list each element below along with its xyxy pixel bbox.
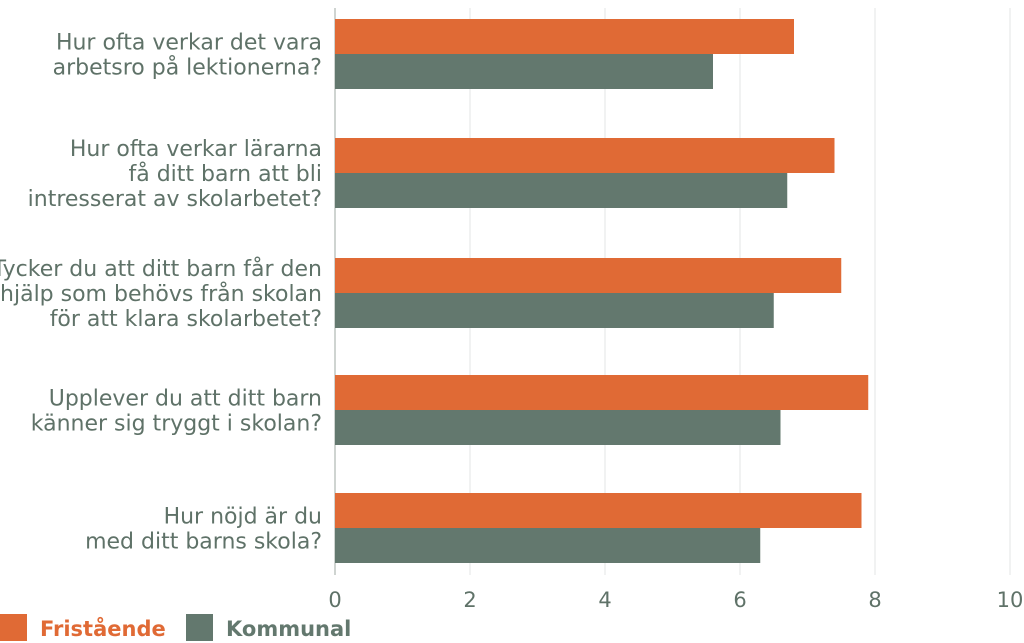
category-label-line: Hur nöjd är du [164, 505, 322, 530]
legend-label: Fristående [40, 616, 166, 641]
x-tick-label: 8 [868, 588, 881, 612]
legend-swatch [0, 614, 27, 641]
bar-group [335, 19, 794, 89]
category-label-line: känner sig tryggt i skolan? [31, 412, 322, 437]
x-tick-label: 2 [463, 588, 476, 612]
category-label-line: Tycker du att ditt barn får den [0, 256, 322, 282]
bar-fristaende [335, 258, 842, 293]
bar-fristaende [335, 138, 835, 173]
bars [335, 19, 869, 563]
bar-group [335, 258, 842, 328]
x-tick-label: 0 [328, 588, 341, 612]
x-tick-label: 4 [598, 588, 611, 612]
category-label: Tycker du att ditt barn får den hjälp som… [0, 256, 322, 332]
bar-fristaende [335, 375, 869, 410]
legend: Fristående Kommunal [0, 614, 351, 641]
category-label: Hur ofta verkar det vara arbetsro på lekt… [53, 31, 322, 81]
legend-label: Kommunal [226, 617, 351, 641]
bar-group [335, 138, 835, 208]
category-label: Hur ofta verkar lärarna få ditt barn att … [28, 137, 322, 212]
x-tick-label: 6 [733, 588, 746, 612]
bar-kommunal [335, 410, 781, 445]
x-tick-label: 10 [997, 588, 1024, 612]
category-label: Hur nöjd är du med ditt barns skola? [85, 505, 322, 555]
bar-fristaende [335, 493, 862, 528]
bar-fristaende [335, 19, 794, 54]
x-axis-ticks: 0 2 4 6 8 10 [328, 588, 1023, 612]
category-label: Upplever du att ditt barn känner sig tryg… [31, 387, 322, 437]
legend-swatch [186, 614, 213, 641]
category-label-line: intresserat av skolarbetet? [28, 187, 322, 212]
category-label-line: arbetsro på lektionerna? [53, 55, 322, 81]
bar-group [335, 493, 862, 563]
bar-group [335, 375, 869, 445]
category-label-line: Hur ofta verkar lärarna [70, 137, 322, 162]
category-labels: Hur ofta verkar det vara arbetsro på lekt… [0, 31, 322, 555]
category-label-line: för att klara skolarbetet? [50, 307, 322, 332]
bar-kommunal [335, 293, 774, 328]
bar-kommunal [335, 173, 788, 208]
category-label-line: Upplever du att ditt barn [49, 387, 322, 412]
category-label-line: hjälp som behövs från skolan [0, 281, 322, 307]
bar-kommunal [335, 54, 713, 89]
category-label-line: Hur ofta verkar det vara [56, 31, 322, 56]
category-label-line: få ditt barn att bli [129, 161, 323, 187]
category-label-line: med ditt barns skola? [85, 530, 322, 555]
bar-kommunal [335, 528, 761, 563]
